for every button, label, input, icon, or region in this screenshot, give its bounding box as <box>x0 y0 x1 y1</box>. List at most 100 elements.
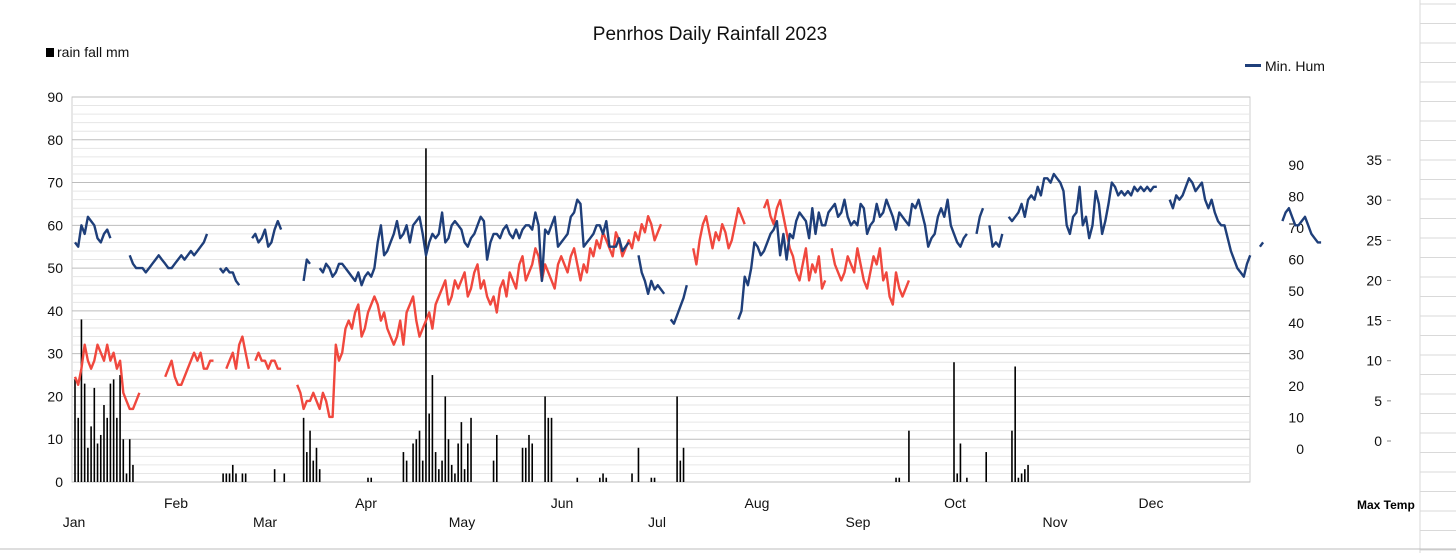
rain-bar <box>418 430 421 482</box>
y-left-tick-label: 90 <box>47 89 63 105</box>
x-month-label: Apr <box>355 495 377 511</box>
legend-humidity-swatch <box>1245 64 1261 67</box>
x-month-label: Jan <box>63 514 86 530</box>
y-right-temp-tick-label: 15 <box>1366 313 1382 329</box>
y-right-humidity-tick-label: 20 <box>1288 378 1304 394</box>
rain-bar <box>599 477 601 482</box>
rain-bar <box>96 443 99 482</box>
humidity-line <box>74 172 1322 325</box>
rain-bar <box>405 460 408 482</box>
y-right-temp-tick-label: 25 <box>1366 232 1382 248</box>
x-month-label: Feb <box>164 495 188 511</box>
rain-bar <box>132 464 134 482</box>
rain-bar <box>103 405 105 482</box>
rain-bar <box>441 460 443 482</box>
rain-bar <box>87 447 89 482</box>
rain-bar <box>650 477 653 482</box>
rain-bar <box>228 473 231 482</box>
rain-bar <box>90 426 92 482</box>
rain-bar <box>434 452 437 482</box>
y-right-temp-tick-label: 35 <box>1366 152 1382 168</box>
rain-bar <box>495 434 498 482</box>
rain-bar <box>676 396 678 482</box>
y-right-humidity-tick-label: 90 <box>1288 157 1304 173</box>
y-left-tick-label: 0 <box>55 474 63 490</box>
rain-bar <box>679 460 682 482</box>
rain-bar <box>1014 366 1016 482</box>
rain-bar <box>637 447 640 482</box>
y-right-temp-tick-label: 30 <box>1366 192 1382 208</box>
y-left-tick-label: 40 <box>47 303 63 319</box>
rain-bar <box>306 452 308 482</box>
rain-bar <box>225 473 228 482</box>
rain-bar <box>531 443 534 482</box>
rain-bar <box>492 460 495 482</box>
rain-bar <box>309 430 311 482</box>
rain-bar <box>302 417 305 482</box>
rain-bar <box>273 469 276 482</box>
rain-bar <box>985 452 987 482</box>
x-month-label: Oct <box>944 495 966 511</box>
rain-bar <box>128 439 131 482</box>
y-right-humidity-tick-label: 50 <box>1288 283 1304 299</box>
rain-bar <box>528 434 530 482</box>
y-right-humidity-tick-label: 30 <box>1288 346 1304 362</box>
y-left-tick-label: 80 <box>47 132 63 148</box>
rain-bar <box>444 396 447 482</box>
temperature-line <box>73 198 911 419</box>
rain-bar <box>244 473 247 482</box>
rain-bar <box>682 447 685 482</box>
x-month-label: Jun <box>551 495 574 511</box>
y-right-temp-tick-label: 20 <box>1366 272 1382 288</box>
rain-bar <box>959 443 962 482</box>
rain-bar <box>235 473 237 482</box>
rain-bar <box>1027 464 1029 482</box>
rain-bar <box>1017 477 1020 482</box>
legend-rainfall-swatch <box>46 48 54 57</box>
legend-rainfall: rain fall mm <box>46 44 129 60</box>
chart-title: Penrhos Daily Rainfall 2023 <box>592 24 828 45</box>
rain-bar <box>109 383 112 482</box>
y-right-humidity-tick-label: 80 <box>1288 189 1304 205</box>
rain-bar <box>425 148 427 483</box>
rain-bar <box>438 469 440 482</box>
rain-bar <box>367 477 369 482</box>
rain-bar <box>231 464 234 482</box>
rain-bar <box>1011 430 1013 482</box>
max-temp-axis-label: Max Temp <box>1357 498 1415 512</box>
y-left-tick-label: 60 <box>47 217 63 233</box>
rain-bar <box>463 469 466 482</box>
rain-bar <box>550 417 553 482</box>
x-month-label: Nov <box>1043 514 1068 530</box>
rain-bar <box>547 417 550 482</box>
y-left-tick-label: 10 <box>47 431 63 447</box>
legend-humidity-label: Min. Hum <box>1265 58 1325 74</box>
rain-bar <box>605 477 608 482</box>
rain-bar <box>77 417 80 482</box>
rain-bar <box>122 439 125 482</box>
rain-bar <box>544 396 546 482</box>
y-right-humidity-tick-label: 60 <box>1288 252 1304 268</box>
y-right-humidity-tick-label: 10 <box>1288 409 1304 425</box>
rain-bar <box>125 473 128 482</box>
x-month-label: Mar <box>253 514 277 530</box>
rain-bar <box>74 379 76 482</box>
rain-bar <box>966 477 968 482</box>
y-left-tick-label: 30 <box>47 346 63 362</box>
rain-bar <box>908 430 910 482</box>
rain-bar <box>460 422 463 482</box>
y-right-temp-tick-label: 0 <box>1374 433 1382 449</box>
rain-bar <box>93 387 96 482</box>
y-right-temp-tick-label: 5 <box>1374 393 1382 409</box>
rain-bar <box>412 443 414 482</box>
rain-bar <box>653 477 656 482</box>
x-month-label: Sep <box>846 514 871 530</box>
rain-bar <box>524 447 527 482</box>
rain-bar <box>315 447 318 482</box>
rain-bar <box>80 319 83 482</box>
rain-bar <box>457 443 459 482</box>
rain-bar <box>421 460 424 482</box>
rain-bar <box>428 413 430 482</box>
